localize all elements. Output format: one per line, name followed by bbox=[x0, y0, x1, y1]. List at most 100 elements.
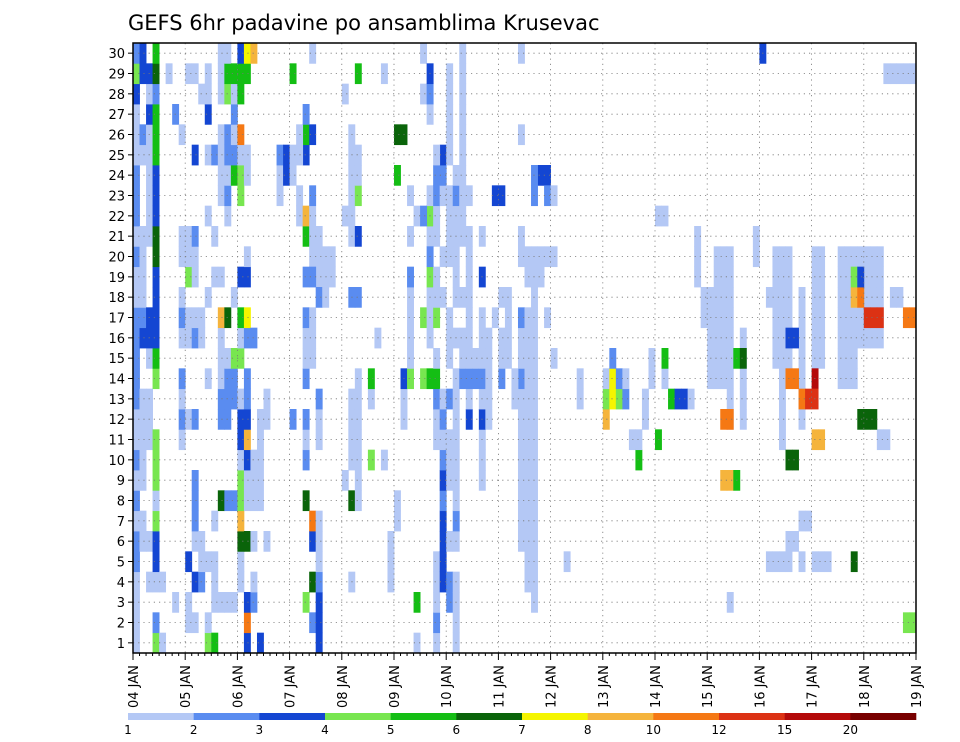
y-axis: 1234567891011121314151617181920212223242… bbox=[108, 47, 133, 652]
precip-cell bbox=[217, 409, 225, 430]
precip-cell bbox=[237, 124, 245, 146]
precip-cell bbox=[850, 246, 858, 268]
precip-cell bbox=[276, 165, 284, 186]
precip-cell bbox=[133, 490, 140, 512]
precip-cell bbox=[315, 246, 323, 268]
precip-cell bbox=[641, 388, 649, 410]
precip-cell bbox=[459, 43, 467, 64]
precip-cell bbox=[778, 551, 786, 573]
precip-cell bbox=[713, 246, 721, 268]
precip-cell bbox=[302, 307, 310, 329]
precip-cell bbox=[485, 388, 493, 410]
precip-cell bbox=[191, 144, 199, 166]
x-tick-label: 08 JAN bbox=[336, 665, 351, 708]
precip-cell bbox=[465, 287, 473, 308]
precip-cell bbox=[798, 287, 806, 308]
precip-cell bbox=[615, 388, 623, 410]
precip-cell bbox=[576, 368, 584, 390]
precip-cell bbox=[315, 266, 323, 288]
precip-cell bbox=[524, 388, 532, 410]
precip-cell bbox=[433, 226, 441, 247]
legend-swatch bbox=[456, 713, 523, 720]
precip-cell bbox=[413, 205, 421, 227]
y-tick-label: 23 bbox=[108, 190, 125, 205]
precip-cell bbox=[237, 409, 245, 430]
precip-cell bbox=[224, 63, 232, 85]
precip-cell bbox=[237, 307, 245, 329]
precip-cell bbox=[152, 307, 160, 329]
precip-cell bbox=[217, 144, 225, 166]
precip-cell bbox=[896, 287, 904, 308]
precip-cell bbox=[237, 531, 245, 552]
precip-cell bbox=[876, 266, 884, 288]
precip-cell bbox=[152, 246, 160, 268]
precip-cell bbox=[765, 287, 773, 308]
precip-cell bbox=[778, 246, 786, 268]
precip-cell bbox=[152, 327, 160, 349]
precip-cell bbox=[446, 226, 454, 247]
precip-cell bbox=[433, 571, 441, 593]
precip-cell bbox=[133, 531, 140, 552]
precip-cell bbox=[818, 246, 826, 268]
precip-cell bbox=[133, 592, 140, 613]
precip-cell bbox=[798, 348, 806, 369]
precip-cell bbox=[243, 165, 251, 186]
precip-cell bbox=[237, 83, 245, 105]
precip-cell bbox=[237, 551, 245, 573]
y-tick-label: 29 bbox=[108, 68, 125, 83]
x-tick-label: 17 JAN bbox=[806, 665, 821, 708]
precip-cell bbox=[224, 409, 232, 430]
precip-cell bbox=[387, 531, 395, 552]
precip-cell bbox=[191, 307, 199, 329]
precip-cell bbox=[511, 368, 519, 390]
precip-cell bbox=[237, 348, 245, 369]
precip-cell bbox=[204, 612, 212, 634]
precip-cell bbox=[341, 205, 349, 227]
precip-cell bbox=[224, 307, 232, 329]
precip-cell bbox=[798, 307, 806, 329]
precip-cell bbox=[876, 327, 884, 349]
precip-cell bbox=[191, 327, 199, 349]
y-tick-label: 5 bbox=[117, 556, 125, 571]
precip-cell bbox=[191, 612, 199, 634]
precip-cell bbox=[739, 368, 747, 390]
x-tick-label: 06 JAN bbox=[231, 665, 246, 708]
y-tick-label: 12 bbox=[108, 413, 125, 428]
precip-cell bbox=[407, 368, 414, 390]
precip-cell bbox=[133, 449, 140, 471]
precip-cell bbox=[446, 571, 454, 593]
precip-cell bbox=[465, 327, 473, 349]
precip-cell bbox=[204, 144, 212, 166]
precip-cell bbox=[857, 246, 865, 268]
precip-cell bbox=[302, 327, 310, 349]
precip-cell bbox=[850, 348, 858, 369]
precip-cell bbox=[446, 388, 454, 410]
precip-cell bbox=[909, 63, 917, 85]
precip-cell bbox=[191, 490, 199, 512]
precip-cell bbox=[465, 409, 473, 430]
precip-cell bbox=[224, 388, 232, 410]
precip-cell bbox=[237, 470, 245, 491]
precip-cell bbox=[433, 592, 441, 613]
precip-cell bbox=[152, 104, 160, 125]
y-tick-label: 7 bbox=[117, 515, 125, 530]
y-tick-label: 24 bbox=[108, 169, 125, 184]
precip-cell bbox=[420, 205, 428, 227]
precip-cell bbox=[178, 388, 186, 410]
precip-cell bbox=[433, 144, 441, 166]
precip-cell bbox=[491, 307, 499, 329]
precip-cell bbox=[485, 327, 493, 349]
precip-cell bbox=[778, 287, 786, 308]
legend-swatch bbox=[193, 713, 260, 720]
precip-cell bbox=[276, 185, 284, 207]
precip-cell bbox=[870, 287, 878, 308]
precip-cell bbox=[870, 266, 878, 288]
precip-cell bbox=[439, 429, 447, 451]
precip-cell bbox=[133, 124, 140, 146]
precip-cell bbox=[446, 205, 454, 227]
precip-cell bbox=[289, 165, 297, 186]
precip-cell bbox=[850, 266, 858, 288]
precip-cell bbox=[459, 165, 467, 186]
precip-cell bbox=[792, 368, 799, 390]
precip-cell bbox=[465, 185, 473, 207]
